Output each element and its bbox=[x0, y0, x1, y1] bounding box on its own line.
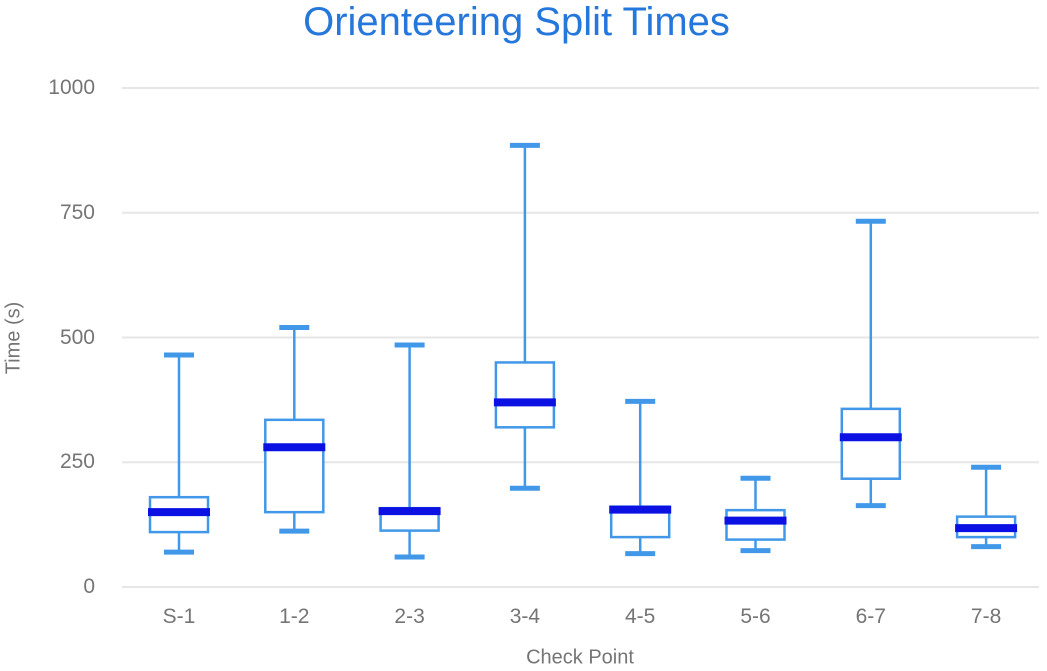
x-tick-label-2-3: 2-3 bbox=[394, 605, 425, 628]
x-tick-label-5-6: 5-6 bbox=[740, 605, 771, 628]
box-group-2-3 bbox=[378, 342, 441, 560]
y-tick-label-0: 0 bbox=[83, 575, 95, 598]
x-tick-label-S-1: S-1 bbox=[162, 605, 196, 628]
box-group-S-1 bbox=[148, 352, 210, 555]
box-group-3-4 bbox=[493, 142, 556, 491]
x-axis-title: Check Point bbox=[526, 646, 634, 669]
iqr-box bbox=[840, 407, 902, 480]
y-tick-label-250: 250 bbox=[59, 450, 95, 474]
box-group-5-6 bbox=[724, 475, 787, 554]
x-tick-label-6-7: 6-7 bbox=[855, 605, 886, 628]
y-tick-label-750: 750 bbox=[59, 200, 95, 224]
iqr-box bbox=[494, 361, 556, 429]
x-tick-label-7-8: 7-8 bbox=[970, 605, 1002, 628]
x-tick-label-4-5: 4-5 bbox=[625, 605, 656, 628]
x-tick-label-3-4: 3-4 bbox=[509, 605, 541, 628]
x-tick-label-1-2: 1-2 bbox=[279, 605, 310, 628]
y-tick-label-500: 500 bbox=[59, 325, 95, 349]
y-tick-label-1000: 1000 bbox=[48, 76, 95, 99]
chart-title: Orienteering Split Times bbox=[303, 0, 730, 44]
box-group-6-7 bbox=[839, 218, 902, 509]
box-group-4-5 bbox=[609, 398, 672, 557]
box-group-1-2 bbox=[263, 325, 326, 534]
box-group-7-8 bbox=[955, 464, 1018, 550]
iqr-box bbox=[725, 508, 786, 541]
iqr-box bbox=[264, 418, 325, 514]
